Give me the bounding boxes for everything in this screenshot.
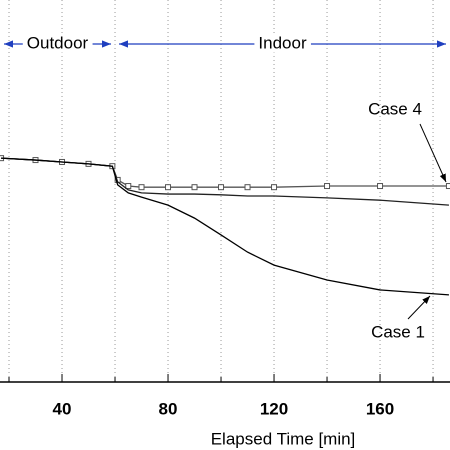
point: [165, 184, 172, 191]
x-tick-label: 40: [53, 399, 72, 418]
point: [244, 184, 251, 191]
region-label-bg: [254, 33, 311, 53]
x-axis-label: Elapsed Time [min]: [211, 429, 356, 448]
region-label: Indoor: [258, 33, 307, 52]
point: [138, 184, 145, 191]
point: [324, 183, 331, 190]
series-line: [1, 157, 449, 206]
point: [218, 184, 225, 191]
region-label-bg: [22, 33, 93, 53]
point: [271, 184, 278, 191]
x-tick-label: 160: [366, 399, 394, 418]
series-line: [1, 157, 449, 296]
point: [377, 183, 384, 190]
series-annotation: Case 1: [371, 322, 425, 341]
point: [191, 184, 198, 191]
region-label: Outdoor: [27, 33, 89, 52]
annotation-arrow: [419, 123, 447, 183]
annotation-arrow: [407, 295, 431, 320]
x-tick-label: 120: [260, 399, 288, 418]
x-tick-label: 80: [159, 399, 178, 418]
point: [445, 183, 450, 190]
series-annotation: Case 4: [368, 99, 422, 118]
point: [125, 183, 132, 190]
